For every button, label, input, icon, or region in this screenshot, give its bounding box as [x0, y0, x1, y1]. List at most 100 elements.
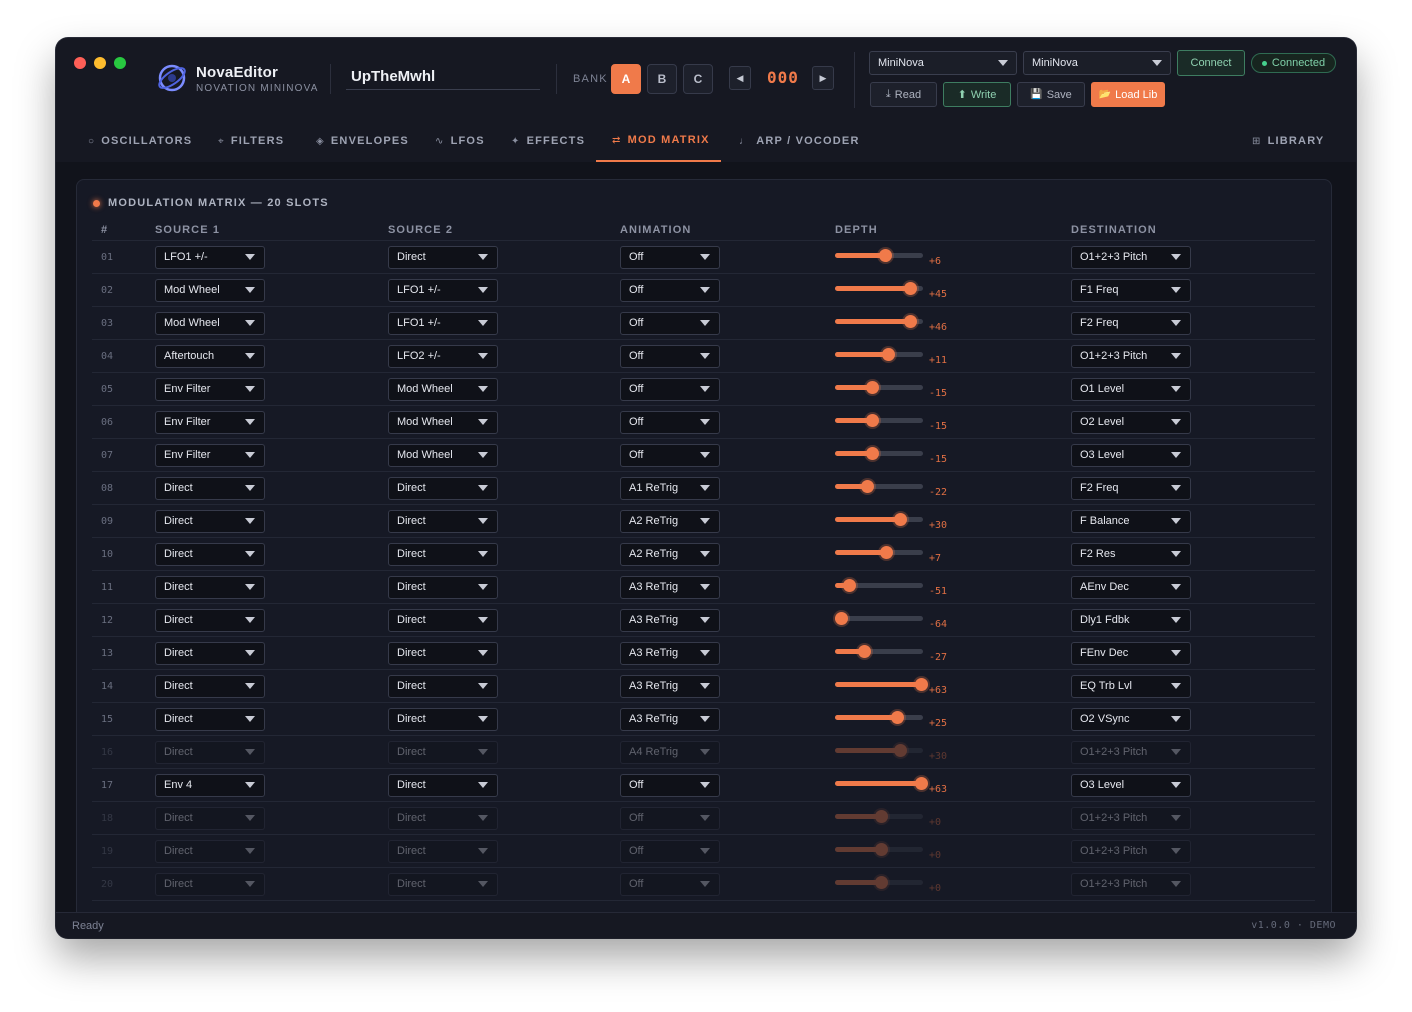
source1-select[interactable]: Direct: [155, 708, 265, 731]
destination-select[interactable]: F2 Freq: [1071, 477, 1191, 500]
slider-handle[interactable]: [891, 711, 904, 724]
source1-select[interactable]: Mod Wheel: [155, 312, 265, 335]
animation-select[interactable]: A3 ReTrig: [620, 609, 720, 632]
write-button[interactable]: ⬆ Write: [943, 82, 1011, 107]
destination-select[interactable]: O2 VSync: [1071, 708, 1191, 731]
depth-slider[interactable]: [835, 645, 923, 658]
slider-handle[interactable]: [843, 579, 856, 592]
slider-handle[interactable]: [861, 480, 874, 493]
read-button[interactable]: ⤓ Read: [870, 82, 937, 107]
maximize-window-button[interactable]: [114, 57, 126, 69]
source2-select[interactable]: Direct: [388, 609, 498, 632]
save-button[interactable]: 💾 Save: [1017, 82, 1085, 107]
depth-slider[interactable]: [835, 711, 923, 724]
depth-slider[interactable]: [835, 843, 923, 856]
load-lib-button[interactable]: 📂 Load Lib: [1091, 82, 1165, 107]
source2-select[interactable]: Direct: [388, 543, 498, 566]
source1-select[interactable]: Direct: [155, 840, 265, 863]
source2-select[interactable]: Mod Wheel: [388, 411, 498, 434]
depth-slider[interactable]: [835, 480, 923, 493]
destination-select[interactable]: O3 Level: [1071, 774, 1191, 797]
destination-select[interactable]: O1+2+3 Pitch: [1071, 741, 1191, 764]
slider-handle[interactable]: [866, 414, 879, 427]
animation-select[interactable]: Off: [620, 840, 720, 863]
source1-select[interactable]: Env 4: [155, 774, 265, 797]
source1-select[interactable]: Env Filter: [155, 378, 265, 401]
animation-select[interactable]: A1 ReTrig: [620, 477, 720, 500]
animation-select[interactable]: A2 ReTrig: [620, 510, 720, 533]
source1-select[interactable]: Direct: [155, 642, 265, 665]
destination-select[interactable]: F2 Freq: [1071, 312, 1191, 335]
close-window-button[interactable]: [74, 57, 86, 69]
depth-slider[interactable]: [835, 678, 928, 691]
destination-select[interactable]: F Balance: [1071, 510, 1191, 533]
depth-slider[interactable]: [835, 612, 923, 625]
source1-select[interactable]: Direct: [155, 477, 265, 500]
source1-select[interactable]: Direct: [155, 609, 265, 632]
source2-select[interactable]: Direct: [388, 675, 498, 698]
animation-select[interactable]: Off: [620, 807, 720, 830]
tab-envelopes[interactable]: ◈ ENVELOPES: [316, 120, 409, 162]
slider-handle[interactable]: [875, 843, 888, 856]
source2-select[interactable]: Direct: [388, 774, 498, 797]
source1-select[interactable]: Env Filter: [155, 444, 265, 467]
slider-handle[interactable]: [894, 744, 907, 757]
depth-slider[interactable]: [835, 513, 923, 526]
destination-select[interactable]: O1+2+3 Pitch: [1071, 873, 1191, 896]
depth-slider[interactable]: [835, 546, 923, 559]
animation-select[interactable]: A2 ReTrig: [620, 543, 720, 566]
animation-select[interactable]: Off: [620, 444, 720, 467]
destination-select[interactable]: O1+2+3 Pitch: [1071, 345, 1191, 368]
depth-slider[interactable]: [835, 810, 923, 823]
source2-select[interactable]: Mod Wheel: [388, 378, 498, 401]
slider-handle[interactable]: [875, 876, 888, 889]
depth-slider[interactable]: [835, 249, 923, 262]
slider-handle[interactable]: [904, 315, 917, 328]
animation-select[interactable]: Off: [620, 312, 720, 335]
source2-select[interactable]: Direct: [388, 840, 498, 863]
slider-handle[interactable]: [915, 678, 928, 691]
animation-select[interactable]: A3 ReTrig: [620, 576, 720, 599]
source1-select[interactable]: Mod Wheel: [155, 279, 265, 302]
tab-library[interactable]: ⊞ LIBRARY: [1252, 120, 1324, 162]
destination-select[interactable]: O3 Level: [1071, 444, 1191, 467]
source1-select[interactable]: Env Filter: [155, 411, 265, 434]
animation-select[interactable]: Off: [620, 246, 720, 269]
source2-select[interactable]: Direct: [388, 642, 498, 665]
depth-slider[interactable]: [835, 777, 928, 790]
slider-handle[interactable]: [894, 513, 907, 526]
depth-slider[interactable]: [835, 744, 923, 757]
source2-select[interactable]: Direct: [388, 246, 498, 269]
animation-select[interactable]: Off: [620, 774, 720, 797]
destination-select[interactable]: FEnv Dec: [1071, 642, 1191, 665]
depth-slider[interactable]: [835, 876, 923, 889]
animation-select[interactable]: A4 ReTrig: [620, 741, 720, 764]
source2-select[interactable]: LFO1 +/-: [388, 312, 498, 335]
source2-select[interactable]: Direct: [388, 873, 498, 896]
depth-slider[interactable]: [835, 579, 923, 592]
slider-handle[interactable]: [879, 249, 892, 262]
source2-select[interactable]: Mod Wheel: [388, 444, 498, 467]
bank-b-button[interactable]: B: [647, 64, 677, 94]
destination-select[interactable]: O1+2+3 Pitch: [1071, 246, 1191, 269]
animation-select[interactable]: A3 ReTrig: [620, 642, 720, 665]
source1-select[interactable]: Direct: [155, 741, 265, 764]
depth-slider[interactable]: [835, 282, 923, 295]
source2-select[interactable]: Direct: [388, 510, 498, 533]
destination-select[interactable]: AEnv Dec: [1071, 576, 1191, 599]
animation-select[interactable]: Off: [620, 345, 720, 368]
destination-select[interactable]: Dly1 Fdbk: [1071, 609, 1191, 632]
depth-slider[interactable]: [835, 447, 923, 460]
animation-select[interactable]: A3 ReTrig: [620, 708, 720, 731]
connect-button[interactable]: Connect: [1177, 50, 1245, 76]
destination-select[interactable]: O2 Level: [1071, 411, 1191, 434]
tab-arp-vocoder[interactable]: ♩ ARP / VOCODER: [739, 120, 860, 162]
prev-program-button[interactable]: ◀: [729, 66, 751, 90]
bank-c-button[interactable]: C: [683, 64, 713, 94]
source1-select[interactable]: LFO1 +/-: [155, 246, 265, 269]
depth-slider[interactable]: [835, 414, 923, 427]
destination-select[interactable]: O1+2+3 Pitch: [1071, 807, 1191, 830]
source1-select[interactable]: Direct: [155, 543, 265, 566]
source1-select[interactable]: Direct: [155, 873, 265, 896]
tab-mod-matrix[interactable]: ⇄ MOD MATRIX: [596, 120, 721, 162]
